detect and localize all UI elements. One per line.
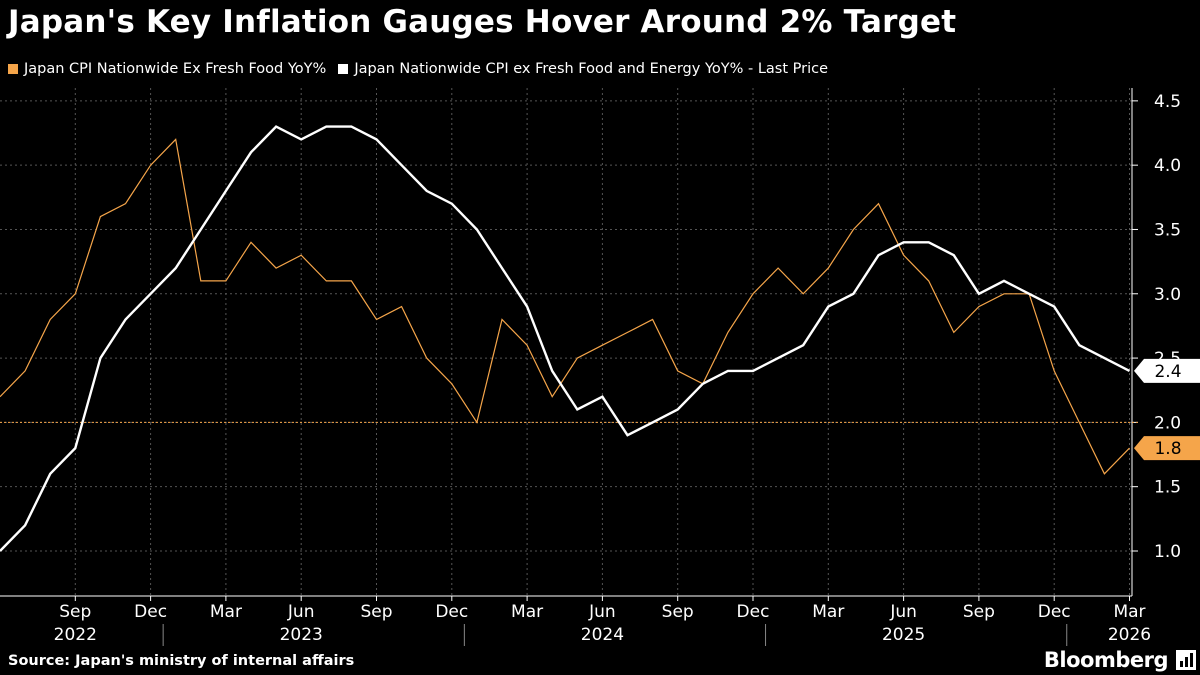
y-tick-label: 1.0	[1154, 542, 1181, 562]
legend-item-core-core: Japan Nationwide CPI ex Fresh Food and E…	[338, 61, 828, 77]
last-value-tag-core	[1134, 436, 1200, 461]
x-tick-label: Dec	[1038, 602, 1071, 622]
x-year-label: 2022	[54, 625, 97, 645]
x-tick-label: Dec	[134, 602, 167, 622]
x-tick-label: Mar	[1113, 602, 1145, 622]
x-tick-label: Sep	[360, 602, 392, 622]
last-value-tag-core-core	[1134, 358, 1200, 383]
y-tick-label: 4.5	[1154, 92, 1181, 112]
x-tick-label: Dec	[737, 602, 770, 622]
chart-title: Japan's Key Inflation Gauges Hover Aroun…	[8, 4, 957, 40]
chart-legend: Japan CPI Nationwide Ex Fresh Food YoY% …	[8, 61, 840, 77]
grid-layer	[0, 88, 1132, 596]
x-year-label: 2023	[280, 625, 323, 645]
x-year-label: 2025	[882, 625, 925, 645]
label-layer: 1.01.52.02.53.03.54.04.5SepDecMarJunSepD…	[54, 92, 1200, 645]
x-tick-label: Jun	[287, 602, 315, 622]
legend-swatch-orange	[8, 64, 18, 74]
x-tick-label: Sep	[59, 602, 91, 622]
series-line-core-cpi	[0, 138, 1130, 475]
x-year-label: 2024	[581, 625, 624, 645]
legend-swatch-white	[338, 64, 349, 74]
legend-item-core: Japan CPI Nationwide Ex Fresh Food YoY%	[8, 61, 326, 77]
x-year-label: 2026	[1108, 625, 1151, 645]
x-tick-label: Dec	[435, 602, 468, 622]
x-tick-label: Sep	[662, 602, 694, 622]
last-value-label-core: 1.8	[1154, 439, 1181, 459]
x-tick-label: Mar	[511, 602, 543, 622]
series-layer	[0, 125, 1140, 552]
x-tick-label: Sep	[963, 602, 995, 622]
source-note: Source: Japan's ministry of internal aff…	[8, 653, 355, 669]
last-value-label-core-core: 2.4	[1154, 362, 1181, 382]
legend-label-core: Japan CPI Nationwide Ex Fresh Food YoY%	[24, 61, 327, 77]
series-line-core-core-cpi	[0, 125, 1131, 552]
bloomberg-logo: Bloomberg	[1043, 648, 1169, 672]
y-tick-label: 1.5	[1154, 478, 1181, 498]
y-tick-label: 3.0	[1154, 285, 1181, 305]
y-tick-label: 4.0	[1154, 156, 1181, 176]
legend-label-core-core: Japan Nationwide CPI ex Fresh Food and E…	[354, 61, 829, 77]
y-tick-label: 3.5	[1154, 220, 1181, 240]
x-tick-label: Jun	[889, 602, 917, 622]
x-tick-label: Mar	[812, 602, 844, 622]
bloomberg-terminal-icon	[1176, 650, 1196, 670]
x-tick-label: Mar	[210, 602, 242, 622]
x-tick-label: Jun	[588, 602, 616, 622]
axis-layer	[0, 88, 1138, 646]
y-tick-label: 2.0	[1154, 413, 1181, 433]
